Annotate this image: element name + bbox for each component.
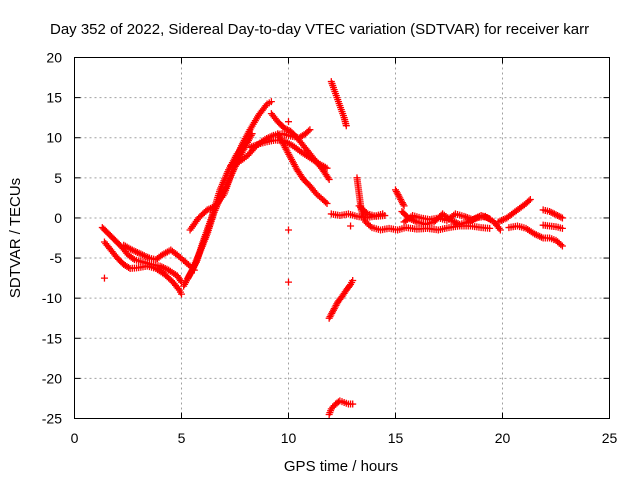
data-point bbox=[306, 126, 314, 134]
data-point bbox=[283, 126, 291, 134]
data-point bbox=[280, 124, 288, 132]
data-point bbox=[349, 400, 357, 408]
y-tick-label: 10 bbox=[46, 130, 62, 146]
data-point bbox=[349, 277, 357, 285]
data-point bbox=[322, 198, 330, 206]
y-tick-label: 5 bbox=[54, 170, 62, 186]
data-point bbox=[495, 224, 503, 232]
x-tick-label: 25 bbox=[602, 430, 618, 446]
data-point bbox=[285, 118, 292, 126]
data-points bbox=[98, 78, 566, 418]
y-tick-label: -15 bbox=[42, 330, 62, 346]
data-point bbox=[285, 278, 292, 286]
data-point bbox=[558, 224, 566, 232]
data-point bbox=[399, 200, 407, 208]
data-point bbox=[400, 202, 408, 210]
data-point bbox=[552, 211, 560, 219]
data-point bbox=[342, 122, 350, 130]
data-point bbox=[366, 222, 374, 230]
data-point bbox=[282, 125, 290, 133]
data-point bbox=[555, 212, 563, 220]
chart-title: Day 352 of 2022, Sidereal Day-to-day VTE… bbox=[50, 21, 589, 38]
x-axis-label: GPS time / hours bbox=[284, 458, 398, 475]
data-point bbox=[178, 290, 185, 298]
data-point bbox=[362, 209, 370, 217]
y-tick-label: -10 bbox=[42, 290, 62, 306]
data-point bbox=[558, 214, 566, 222]
data-point bbox=[486, 224, 494, 232]
data-point bbox=[486, 215, 494, 223]
data-point bbox=[557, 213, 565, 221]
data-point bbox=[549, 209, 557, 217]
x-tick-label: 20 bbox=[495, 430, 511, 446]
data-point bbox=[554, 212, 562, 220]
data-point bbox=[100, 274, 108, 282]
axis-ticks bbox=[74, 57, 610, 419]
data-point bbox=[325, 175, 333, 183]
y-axis-label: SDTVAR / TECUs bbox=[7, 178, 24, 298]
data-point bbox=[558, 242, 566, 250]
x-tick-label: 15 bbox=[388, 430, 404, 446]
y-tick-label: 20 bbox=[46, 50, 62, 66]
data-point bbox=[381, 212, 389, 220]
y-tick-label: -5 bbox=[50, 250, 63, 266]
data-point bbox=[526, 195, 534, 203]
data-point bbox=[174, 285, 182, 293]
data-point bbox=[525, 197, 533, 205]
data-point bbox=[323, 200, 331, 208]
data-point bbox=[496, 226, 504, 234]
x-tick-label: 5 bbox=[178, 430, 186, 446]
y-tick-label: -20 bbox=[42, 370, 62, 386]
data-point bbox=[176, 277, 184, 285]
data-point bbox=[285, 226, 292, 234]
y-tick-label: 15 bbox=[46, 90, 62, 106]
x-tick-label: 0 bbox=[71, 430, 79, 446]
data-point bbox=[324, 174, 332, 182]
y-tick-label: -25 bbox=[42, 411, 62, 427]
y-tick-label: 0 bbox=[54, 210, 62, 226]
grid bbox=[74, 57, 610, 419]
plot-frame bbox=[74, 57, 610, 419]
data-point bbox=[546, 208, 554, 216]
data-point bbox=[347, 222, 355, 230]
data-point bbox=[267, 98, 275, 106]
data-point bbox=[550, 210, 558, 218]
tick-labels: 0 5 10 15 20 25 20 15 10 5 0 -5 -10 -15 -20 -25 bbox=[42, 50, 618, 447]
data-point bbox=[547, 208, 555, 216]
data-point bbox=[125, 263, 133, 271]
data-point bbox=[129, 254, 137, 262]
data-point bbox=[304, 127, 312, 135]
x-tick-label: 10 bbox=[281, 430, 297, 446]
data-point bbox=[557, 241, 565, 249]
